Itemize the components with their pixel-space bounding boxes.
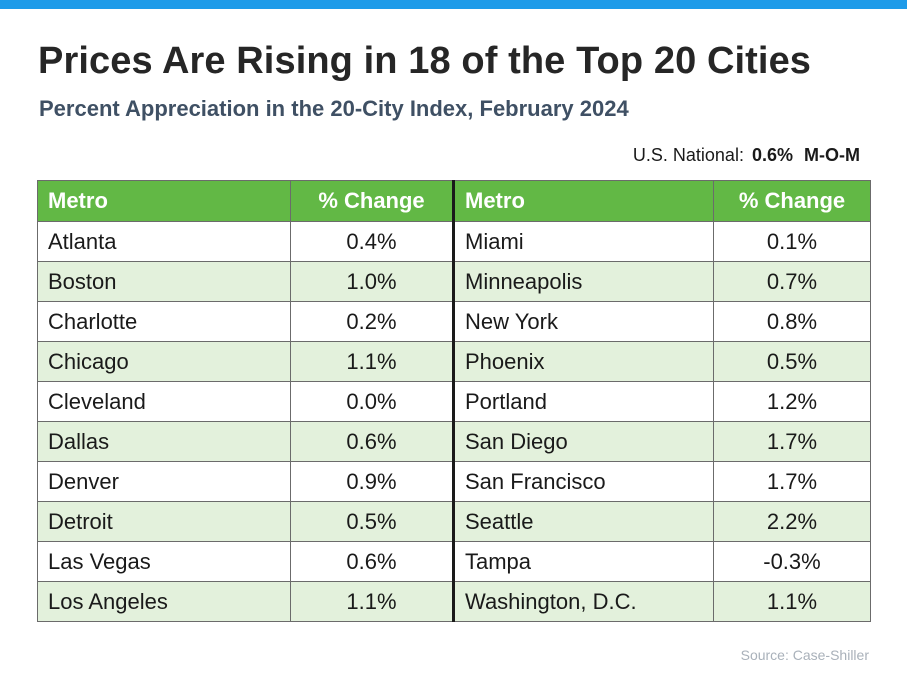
metro-name-right: Tampa [452, 541, 714, 582]
change-value-right: 1.7% [713, 421, 871, 462]
change-value-left: 0.6% [290, 541, 454, 582]
table-row: Dallas 0.6% San Diego 1.7% [37, 421, 871, 462]
table-row: Las Vegas 0.6% Tampa -0.3% [37, 541, 871, 582]
metro-name-left: Detroit [37, 501, 291, 542]
header-metro-left: Metro [37, 180, 291, 222]
metro-name-left: Los Angeles [37, 581, 291, 622]
national-unit: M-O-M [804, 145, 860, 165]
metro-name-right: Phoenix [452, 341, 714, 382]
change-value-right: 0.8% [713, 301, 871, 342]
metro-name-right: Minneapolis [452, 261, 714, 302]
page-subtitle: Percent Appreciation in the 20-City Inde… [39, 96, 629, 121]
metro-name-right: Portland [452, 381, 714, 422]
change-value-right: 0.7% [713, 261, 871, 302]
source-note: Source: Case-Shiller [740, 647, 869, 663]
change-value-right: 2.2% [713, 501, 871, 542]
header-metro-right: Metro [452, 180, 714, 222]
table-row: Atlanta 0.4% Miami 0.1% [37, 221, 871, 262]
metro-name-left: Cleveland [37, 381, 291, 422]
table-row: Detroit 0.5% Seattle 2.2% [37, 501, 871, 542]
page-title: Prices Are Rising in 18 of the Top 20 Ci… [38, 40, 812, 82]
metro-name-right: San Francisco [452, 461, 714, 502]
header-change-left: % Change [290, 180, 454, 222]
change-value-left: 0.5% [290, 501, 454, 542]
metro-name-right: Seattle [452, 501, 714, 542]
change-value-left: 0.9% [290, 461, 454, 502]
metro-name-left: Atlanta [37, 221, 291, 262]
header-change-right: % Change [713, 180, 871, 222]
national-summary: U.S. National: 0.6% M-O-M [633, 145, 860, 166]
change-value-right: 1.7% [713, 461, 871, 502]
metro-table: Metro % Change Metro % Change Atlanta 0.4… [37, 180, 871, 622]
change-value-left: 1.1% [290, 581, 454, 622]
metro-name-left: Charlotte [37, 301, 291, 342]
change-value-right: 1.1% [713, 581, 871, 622]
table-row: Los Angeles 1.1% Washington, D.C. 1.1% [37, 581, 871, 622]
table-body: Atlanta 0.4% Miami 0.1% Boston 1.0% Minneapoli… [37, 221, 871, 622]
metro-name-right: San Diego [452, 421, 714, 462]
change-value-left: 0.2% [290, 301, 454, 342]
table-row: Boston 1.0% Minneapolis 0.7% [37, 261, 871, 302]
metro-name-left: Boston [37, 261, 291, 302]
table-row: Cleveland 0.0% Portland 1.2% [37, 381, 871, 422]
top-accent-bar [0, 0, 907, 9]
change-value-right: 0.1% [713, 221, 871, 262]
change-value-right: -0.3% [713, 541, 871, 582]
metro-name-right: Washington, D.C. [452, 581, 714, 622]
change-value-left: 1.1% [290, 341, 454, 382]
change-value-right: 0.5% [713, 341, 871, 382]
metro-name-left: Dallas [37, 421, 291, 462]
change-value-left: 1.0% [290, 261, 454, 302]
table-row: Chicago 1.1% Phoenix 0.5% [37, 341, 871, 382]
national-value: 0.6% [751, 145, 793, 165]
metro-name-left: Denver [37, 461, 291, 502]
change-value-left: 0.0% [290, 381, 454, 422]
national-label: U.S. National: [632, 145, 744, 165]
change-value-left: 0.4% [290, 221, 454, 262]
table-row: Denver 0.9% San Francisco 1.7% [37, 461, 871, 502]
change-value-right: 1.2% [713, 381, 871, 422]
metro-name-left: Las Vegas [37, 541, 291, 582]
table-header-row: Metro % Change Metro % Change [37, 180, 871, 222]
change-value-left: 0.6% [290, 421, 454, 462]
metro-name-right: New York [452, 301, 714, 342]
table-row: Charlotte 0.2% New York 0.8% [37, 301, 871, 342]
metro-name-right: Miami [452, 221, 714, 262]
metro-name-left: Chicago [37, 341, 291, 382]
